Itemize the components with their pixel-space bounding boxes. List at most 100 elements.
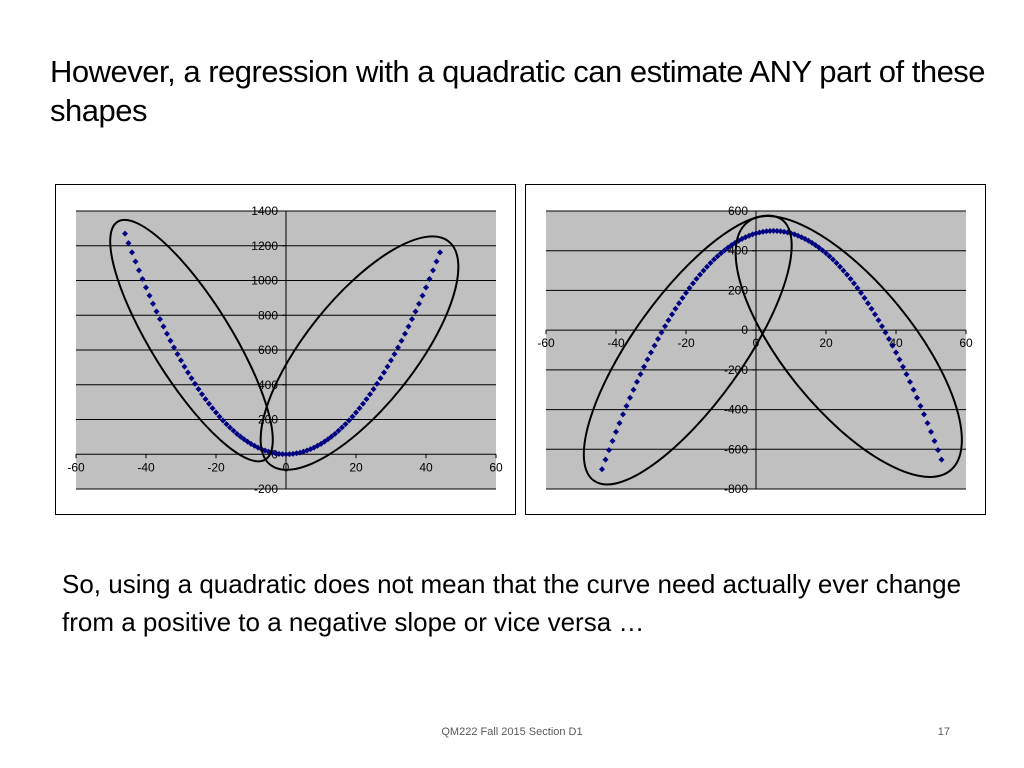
y-tick-label: -800	[724, 482, 748, 496]
data-point	[854, 285, 861, 292]
data-point	[844, 271, 850, 278]
data-point	[146, 292, 153, 299]
data-point	[599, 466, 605, 473]
data-point	[402, 330, 408, 337]
data-point	[833, 260, 840, 267]
x-tick-label: 0	[753, 336, 760, 350]
chart-right: -60 -40 -20 0 20 40 60 -800 -600 -400 -200 0 200 400 6…	[525, 184, 986, 515]
data-point	[669, 311, 675, 318]
data-point	[388, 357, 394, 364]
data-point	[164, 330, 170, 337]
data-point	[693, 275, 700, 282]
x-tick-label: -40	[607, 336, 625, 350]
data-point	[627, 394, 633, 401]
data-point	[202, 396, 209, 403]
data-point	[360, 400, 366, 407]
data-point	[430, 267, 436, 274]
data-point	[686, 285, 693, 292]
data-point	[861, 294, 868, 301]
data-point	[129, 249, 135, 256]
y-tick-label: 400	[728, 244, 748, 258]
data-point	[237, 433, 244, 440]
data-point	[234, 430, 240, 437]
data-point	[363, 396, 370, 403]
y-tick-label: -200	[254, 482, 278, 496]
data-point	[279, 451, 286, 458]
data-point	[826, 253, 833, 260]
data-point	[325, 436, 331, 443]
data-point	[426, 276, 433, 283]
data-point	[412, 308, 419, 315]
data-point	[802, 235, 808, 242]
data-point	[770, 227, 777, 234]
data-point	[213, 409, 219, 416]
x-tick-label: 40	[419, 460, 433, 474]
x-tick-label: 20	[349, 460, 363, 474]
data-point	[437, 249, 443, 256]
data-point	[174, 351, 181, 358]
data-point	[185, 369, 191, 376]
data-point	[777, 228, 784, 235]
data-point	[704, 263, 710, 270]
y-tick-label: 1200	[251, 239, 278, 253]
data-point	[690, 280, 696, 287]
data-point	[609, 437, 616, 444]
data-point	[851, 280, 857, 287]
body-text: So, using a quadratic does not mean that…	[62, 569, 962, 637]
data-point	[276, 450, 282, 457]
data-point	[136, 267, 142, 274]
data-point	[377, 375, 384, 382]
data-point	[349, 413, 356, 420]
x-tick-label: -60	[537, 336, 555, 350]
highlight-ellipse	[259, 235, 460, 471]
data-point	[167, 337, 174, 344]
chart-left-svg: -60-40-200204060-20002004006008001000120…	[67, 204, 503, 496]
x-tick-label: 60	[959, 336, 973, 350]
data-point	[875, 317, 882, 324]
data-point	[837, 263, 843, 270]
x-tick-label: 0	[283, 460, 290, 474]
data-point	[199, 391, 205, 398]
data-point	[616, 420, 623, 427]
x-tick-label: -20	[207, 460, 225, 474]
data-point	[192, 380, 198, 387]
data-point	[641, 363, 647, 370]
data-point	[865, 300, 871, 307]
data-point	[620, 411, 626, 418]
data-point	[931, 437, 938, 444]
data-point	[767, 227, 773, 234]
data-point	[153, 308, 160, 315]
x-tick-label: 40	[889, 336, 903, 350]
x-tick-label: -20	[677, 336, 695, 350]
data-point	[171, 344, 177, 351]
data-point	[823, 250, 829, 257]
data-point	[651, 342, 658, 349]
data-point	[433, 258, 440, 265]
y-tick-label: 800	[258, 308, 278, 322]
data-point	[774, 227, 780, 234]
series	[122, 230, 443, 458]
data-point	[206, 400, 212, 407]
data-point	[921, 411, 927, 418]
data-point	[125, 240, 132, 247]
data-point	[321, 438, 328, 445]
data-point	[756, 229, 763, 236]
data-point	[634, 378, 640, 385]
data-point	[700, 267, 707, 274]
data-point	[893, 349, 899, 356]
data-point	[195, 386, 202, 393]
data-point	[907, 378, 913, 385]
data-point	[889, 342, 896, 349]
data-point	[132, 258, 139, 265]
highlight-ellipse	[582, 214, 793, 486]
data-point	[606, 447, 612, 454]
y-tick-label: -600	[724, 442, 748, 456]
y-tick-label: -400	[724, 403, 748, 417]
data-point	[896, 356, 903, 363]
data-point	[714, 253, 721, 260]
x-tick-label: -40	[137, 460, 155, 474]
data-point	[405, 323, 412, 330]
data-point	[346, 417, 352, 424]
data-point	[630, 386, 637, 393]
data-point	[353, 409, 359, 416]
